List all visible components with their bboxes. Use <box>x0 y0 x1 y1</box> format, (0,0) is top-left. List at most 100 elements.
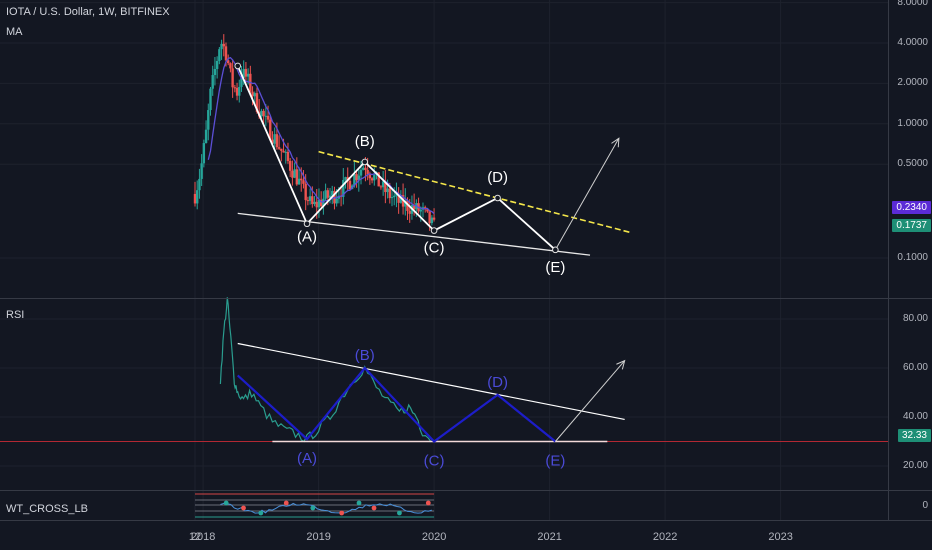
price-axis-tick-label: 2.0000 <box>897 77 928 89</box>
candle-body <box>218 49 221 61</box>
candle-body <box>293 169 296 178</box>
wt-cross-dot <box>339 510 345 516</box>
wt-cross-dot <box>425 500 431 506</box>
candle-body <box>366 170 369 175</box>
rsi-value-tag: 32.33 <box>897 428 931 442</box>
candle-body <box>262 110 265 117</box>
rsi-indicator-label[interactable]: RSI <box>6 309 25 321</box>
candle-body <box>251 91 254 97</box>
candle-body <box>291 170 294 178</box>
candle-body <box>240 77 243 87</box>
time-axis-tick-label: 2020 <box>421 531 447 543</box>
price-wave-point <box>494 194 501 202</box>
candles <box>193 34 436 231</box>
price-wave-point <box>303 220 311 228</box>
candle-body <box>269 119 272 140</box>
candle-body <box>246 73 250 77</box>
wt-axis-tick-label: 0 <box>922 500 928 511</box>
price-axis-tick-label: 0.5000 <box>897 158 928 170</box>
candle-body <box>377 172 380 187</box>
rsi-axis-tick-label: 40.00 <box>902 411 928 422</box>
rsi-axis-tick-label: 60.00 <box>902 362 928 373</box>
candle-body <box>373 174 376 181</box>
candle-body <box>224 46 228 61</box>
wt-cross-dot <box>223 500 229 506</box>
candle-body <box>231 68 234 88</box>
candle-body <box>295 169 299 185</box>
candle-body <box>359 169 363 176</box>
candle-body <box>204 129 208 144</box>
candle-body <box>215 60 219 69</box>
candle-body <box>202 143 206 164</box>
candle-body <box>306 200 310 202</box>
candle-body <box>282 150 285 153</box>
candle-body <box>348 180 352 190</box>
time-axis-tick-label: 2021 <box>537 531 562 543</box>
pane-separator-rsi <box>0 298 932 299</box>
candle-body <box>275 134 279 148</box>
candle-body <box>315 201 318 208</box>
candle-body <box>406 200 409 211</box>
candle-body <box>432 217 436 220</box>
moving-average-line <box>207 56 435 215</box>
candle-body <box>368 174 372 179</box>
candle-body <box>342 179 345 197</box>
candle-body <box>211 75 214 89</box>
price-wave-label: (B) <box>355 133 375 150</box>
candle-body <box>379 186 383 188</box>
wt-cross-dot <box>241 505 246 511</box>
price-wave-label: (E) <box>545 259 565 276</box>
candle-body <box>324 190 327 199</box>
price-wave-label: (D) <box>487 169 508 186</box>
candle-body <box>386 188 389 193</box>
candle-body <box>227 60 230 64</box>
candle-body <box>335 198 338 204</box>
candle-body <box>280 148 283 151</box>
symbol-title[interactable]: IOTA / U.S. Dollar, 1W, BITFINEX <box>6 6 170 18</box>
candle-body <box>220 43 223 50</box>
time-axis-separator <box>0 520 932 521</box>
candle-body <box>235 87 239 96</box>
candle-body <box>207 110 210 130</box>
candle-body <box>213 68 217 76</box>
price-axis-separator <box>888 0 889 520</box>
candle-body <box>308 196 312 201</box>
candle-body <box>384 181 387 193</box>
time-axis-tick-label: 2023 <box>768 531 793 543</box>
rsi-wave-path <box>236 366 557 443</box>
pane-separator-wt <box>0 490 932 491</box>
price-axis-tick-label: 1.0000 <box>897 117 928 129</box>
candle-body <box>328 195 332 198</box>
rsi-wave-label: (D) <box>487 374 508 391</box>
time-axis-tick-label: 2018 <box>190 531 216 543</box>
candle-body <box>304 183 307 201</box>
rsi-axis-tick-label: 80.00 <box>902 313 928 324</box>
candle-body <box>337 195 341 199</box>
price-wave-point <box>430 227 438 234</box>
candle-body <box>193 193 197 204</box>
ma-indicator-label[interactable]: MA <box>6 26 23 38</box>
candle-body <box>284 151 287 153</box>
wt-cross-indicator-label[interactable]: WT_CROSS_LB <box>6 503 88 515</box>
time-axis-tick-label: 2022 <box>652 531 678 543</box>
rsi-wave-label: (C) <box>424 453 445 470</box>
wt-cross-dot <box>310 505 316 511</box>
candle-body <box>426 209 429 212</box>
candle-body <box>233 87 237 89</box>
candle-body <box>266 115 270 120</box>
price-tag: 0.1737 <box>892 218 931 232</box>
support-trendline <box>237 212 591 256</box>
candle-body <box>430 217 434 224</box>
candle-body <box>286 151 290 161</box>
candle-body <box>381 181 385 188</box>
candle-body <box>200 163 203 179</box>
candle-body <box>313 201 316 205</box>
candle-body <box>404 200 407 207</box>
price-axis-tick-label: 8.0000 <box>897 0 928 8</box>
price-wave-label: (C) <box>424 240 445 257</box>
rsi-trendline <box>237 342 625 421</box>
candle-body <box>412 205 416 210</box>
candle-body <box>428 211 431 224</box>
candle-body <box>390 197 394 199</box>
